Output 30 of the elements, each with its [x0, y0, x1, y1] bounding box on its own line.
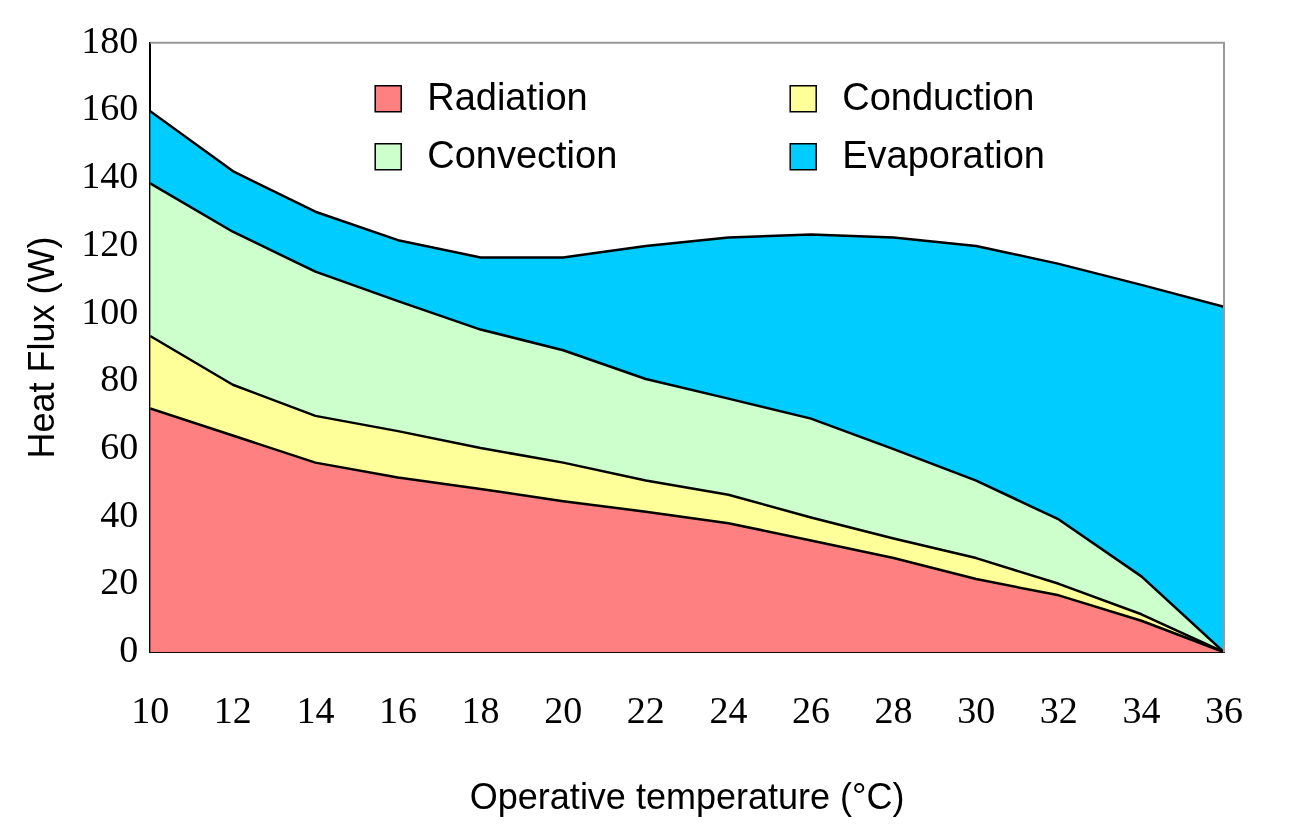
x-tick-label: 28: [874, 688, 913, 731]
legend-label: Radiation: [427, 76, 588, 119]
y-tick-label: 80: [100, 357, 139, 400]
y-tick-label: 120: [81, 221, 139, 264]
y-tick-label: 100: [81, 289, 139, 332]
x-tick-label: 22: [626, 688, 665, 731]
x-tick-label: 20: [544, 688, 583, 731]
x-tick-label: 16: [379, 688, 417, 731]
y-tick-label: 140: [81, 154, 139, 197]
legend-label: Convection: [427, 134, 618, 177]
y-tick-label: 160: [81, 86, 139, 129]
x-tick-label: 10: [131, 688, 170, 731]
x-tick-label: 34: [1122, 688, 1161, 731]
y-tick-label: 40: [100, 492, 139, 535]
y-tick-label: 60: [100, 425, 139, 468]
x-tick-label: 14: [296, 688, 335, 731]
x-axis-title: Operative temperature (°C): [469, 776, 905, 818]
x-tick-label: 26: [792, 688, 830, 731]
x-tick-label: 32: [1039, 688, 1078, 731]
y-tick-label: 20: [100, 560, 139, 603]
x-tick-label: 30: [957, 688, 996, 731]
x-tick-label: 36: [1205, 688, 1243, 731]
x-tick-label: 12: [213, 688, 252, 731]
x-tick-label: 24: [709, 688, 748, 731]
legend-label: Conduction: [842, 76, 1035, 119]
y-tick-label: 180: [81, 18, 139, 61]
y-axis-title: Heat Flux (W): [20, 236, 62, 459]
y-tick-label: 0: [119, 628, 139, 671]
x-tick-label: 18: [461, 688, 500, 731]
legend-label: Evaporation: [842, 134, 1046, 177]
